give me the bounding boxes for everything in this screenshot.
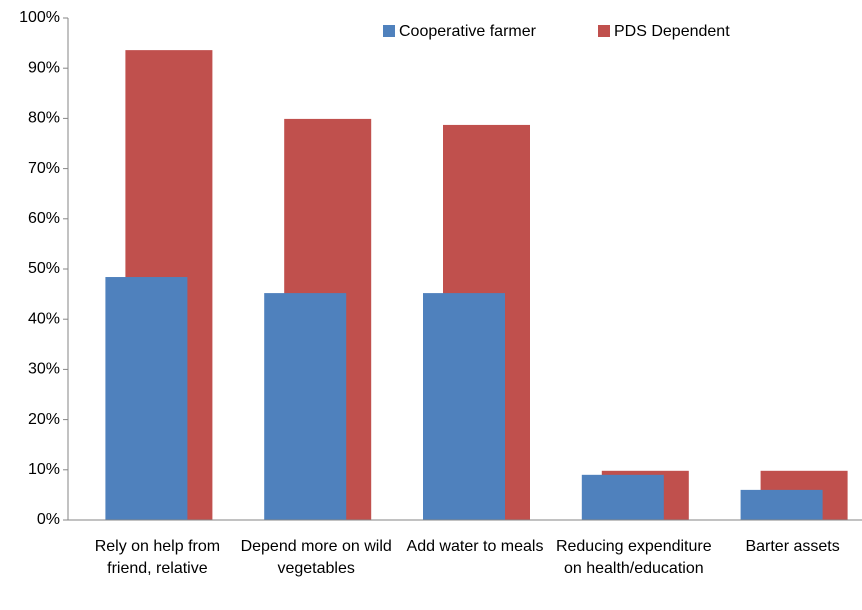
y-tick-label: 0% [37,511,60,528]
legend-label: PDS Dependent [614,23,730,40]
bar [581,474,664,520]
y-tick-label: 50% [28,260,60,277]
y-tick-label: 90% [28,59,60,76]
x-tick-label: Rely on help from friend, relative [94,538,221,577]
x-tick-label: Depend more on wild vegetables [240,538,392,577]
x-tick-label: Add water to meals [406,538,544,555]
bar [740,489,823,520]
y-tick-label: 10% [28,461,60,478]
bar [264,293,347,520]
y-tick-label: 70% [28,160,60,177]
bar [105,277,188,520]
legend-label: Cooperative farmer [399,23,537,40]
y-tick-label: 100% [19,9,60,26]
y-tick-label: 40% [28,310,60,327]
y-tick-label: 80% [28,110,60,127]
bar [423,293,505,520]
x-tick-label: Reducing expenditure on health/education [555,538,712,577]
legend-swatch [598,25,610,37]
y-tick-label: 30% [28,361,60,378]
y-tick-label: 60% [28,210,60,227]
x-tick-label: Barter assets [745,538,840,555]
y-tick-label: 20% [28,411,60,428]
legend-swatch [383,25,395,37]
